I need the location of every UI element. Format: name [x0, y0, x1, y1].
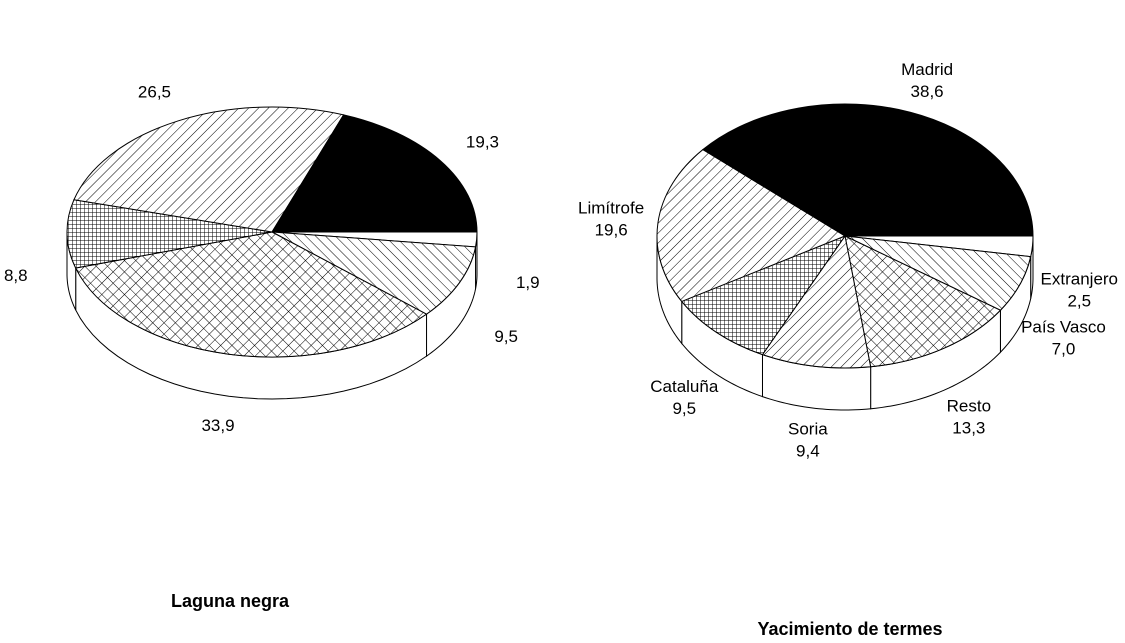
- value-label: 9,5: [494, 327, 518, 346]
- value-label: 9,4: [796, 441, 820, 460]
- slice-label: Resto: [947, 397, 991, 416]
- pie-slice: [656, 148, 847, 303]
- value-label: 9,5: [672, 399, 696, 418]
- pie-slice: [702, 103, 1034, 237]
- slice-label: Cataluña: [650, 377, 719, 396]
- value-label: 7,0: [1052, 339, 1076, 358]
- value-label: 8,8: [4, 266, 28, 285]
- slice-label: Madrid: [901, 60, 953, 79]
- pie-slice: [271, 231, 477, 315]
- slice-label: Limítrofe: [578, 198, 644, 217]
- value-label: 2,5: [1067, 291, 1091, 310]
- pie-slice: [680, 234, 847, 356]
- pie-slice: [73, 106, 345, 233]
- value-label: 19,3: [466, 132, 499, 151]
- pie-slice: [761, 234, 872, 369]
- pie-slice: [844, 235, 1002, 368]
- value-label: 13,3: [952, 419, 985, 438]
- slice-label: Soria: [788, 419, 828, 438]
- value-label: 26,5: [138, 83, 171, 102]
- chart-title: Laguna negra: [171, 591, 290, 611]
- value-label: 33,9: [201, 416, 234, 435]
- value-label: 1,9: [516, 273, 540, 292]
- pie-slice: [66, 199, 273, 269]
- slice-label: Extranjero: [1041, 269, 1118, 288]
- value-label: 38,6: [911, 82, 944, 101]
- chart-title: Yacimiento de termes: [757, 619, 942, 639]
- pie-slice: [74, 231, 428, 358]
- value-label: 19,6: [595, 220, 628, 239]
- slice-label: País Vasco: [1021, 317, 1106, 336]
- pie-slice: [271, 114, 478, 233]
